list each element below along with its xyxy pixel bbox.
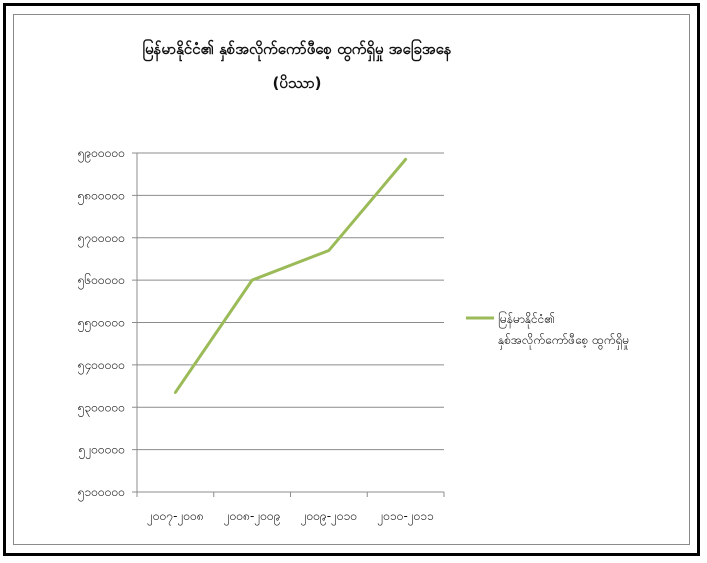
y-tick-labels: ၅၁၀၀၀၀၀ ၅၂၀၀၀၀၀ ၅၃၀၀၀၀၀ ၅၄၀၀၀၀၀ ၅၅၀၀၀၀၀ ၅၆၀၀၀…	[78, 146, 125, 502]
chart-area: မြန်မာနိုင်ငံ၏ နှစ်အလိုက်ကော်ဖီစေ့ ထွက်ရ…	[13, 14, 690, 545]
y-tick-label: ၅၄၀၀၀၀၀	[78, 358, 125, 375]
x-tick-label: ၂၀၀၈-၂၀၀၉	[224, 509, 281, 526]
y-tick-label: ၅၇၀၀၀၀၀	[78, 231, 125, 248]
y-tick-label: ၅၂၀၀၀၀၀	[79, 443, 125, 460]
legend-label-line1: မြန်မာနိုင်ငံ၏	[498, 310, 555, 329]
y-tick-label: ၅၁၀၀၀၀၀	[78, 485, 125, 502]
y-tick-label: ၅၈၀၀၀၀၀	[78, 188, 125, 205]
legend: မြန်မာနိုင်ငံ၏ နှစ်အလိုက်ကော်ဖီစေ့ ထွက်ရ…	[466, 310, 629, 350]
axes	[132, 152, 445, 497]
line-chart: မြန်မာနိုင်ငံ၏ နှစ်အလိုက်ကော်ဖီစေ့ ထွက်ရ…	[78, 38, 630, 526]
x-tick-labels: ၂၀၀၇-၂၀၀၈ ၂၀၀၈-၂၀၀၉ ၂၀၀၉-၂၀၁၀ ၂၀၁၀-၂၀၁၁	[147, 509, 434, 526]
chart-subtitle: (ပိဿာ)	[272, 73, 321, 92]
outer-frame: မြန်မာနိုင်ငံ၏ နှစ်အလိုက်ကော်ဖီစေ့ ထွက်ရ…	[3, 3, 700, 556]
x-tick-label: ၂၀၁၀-၂၀၁၁	[377, 509, 434, 526]
chart-title: မြန်မာနိုင်ငံ၏ နှစ်အလိုက်ကော်ဖီစေ့ ထွက်ရ…	[142, 38, 451, 62]
x-tick-label: ၂၀၀၇-၂၀၀၈	[147, 509, 204, 526]
series-line	[173, 157, 408, 394]
y-tick-label: ၅၉၀၀၀၀၀	[78, 146, 125, 163]
y-tick-label: ၅၆၀၀၀၀၀	[78, 272, 125, 290]
y-tick-label: ၅၅၀၀၀၀၀	[78, 316, 125, 333]
legend-label-line2: နှစ်အလိုက်ကော်ဖီစေ့ ထွက်ရှိမှု	[498, 332, 629, 350]
gridlines	[137, 152, 444, 451]
data-series	[173, 157, 408, 394]
y-tick-label: ၅၃၀၀၀၀၀	[78, 400, 125, 417]
x-tick-label: ၂၀၀၉-၂၀၁၀	[301, 509, 358, 526]
